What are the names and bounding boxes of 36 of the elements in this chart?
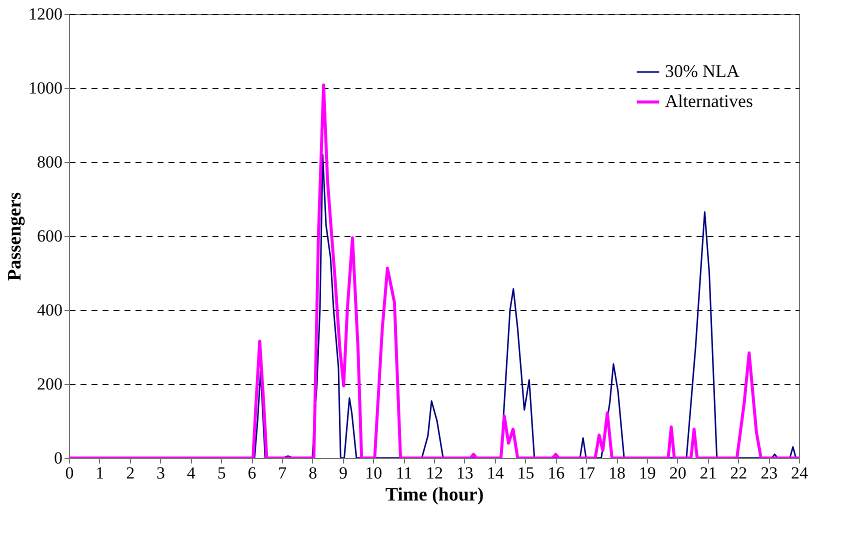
x-tick-label: 17 (578, 464, 596, 482)
x-tick-label: 20 (669, 464, 686, 482)
x-tick-label: 15 (517, 464, 534, 482)
x-tick-label: 18 (608, 464, 626, 482)
y-tick-label: 200 (37, 374, 62, 394)
x-tick-label: 22 (730, 464, 748, 482)
y-tick-label: 0 (54, 448, 62, 468)
x-tick-label: 4 (186, 464, 196, 482)
x-tick-label: 3 (156, 464, 165, 482)
x-tick-label: 21 (700, 464, 717, 482)
y-tick-label: 400 (37, 300, 62, 320)
x-tick-label: 1 (96, 464, 104, 482)
x-tick-label: 24 (791, 464, 808, 482)
x-tick-label: 2 (126, 464, 135, 482)
legend-label: 30% NLA (665, 61, 740, 81)
x-tick-label: 16 (548, 464, 565, 482)
x-tick-label: 7 (278, 464, 288, 482)
legend-label: Alternatives (665, 91, 753, 111)
y-tick-label: 600 (37, 226, 62, 246)
x-tick-label: 23 (760, 464, 778, 482)
x-tick-label: 10 (365, 464, 382, 482)
x-axis-title: Time (hour) (385, 484, 484, 506)
x-tick-label: 12 (426, 464, 443, 482)
y-axis-title: Passengers (4, 192, 26, 281)
x-tick-label: 14 (486, 464, 504, 482)
y-tick-label: 1200 (28, 4, 62, 24)
x-tick-label: 8 (308, 464, 318, 482)
x-tick-label: 0 (65, 464, 74, 482)
x-tick-label: 11 (396, 464, 412, 482)
x-tick-label: 5 (217, 464, 226, 482)
y-tick-label: 1000 (28, 78, 62, 98)
x-tick-label: 9 (339, 464, 348, 482)
x-tick-label: 6 (248, 464, 256, 482)
x-tick-label: 13 (456, 464, 474, 482)
x-tick-label: 19 (638, 464, 656, 482)
y-tick-label: 800 (37, 152, 62, 172)
